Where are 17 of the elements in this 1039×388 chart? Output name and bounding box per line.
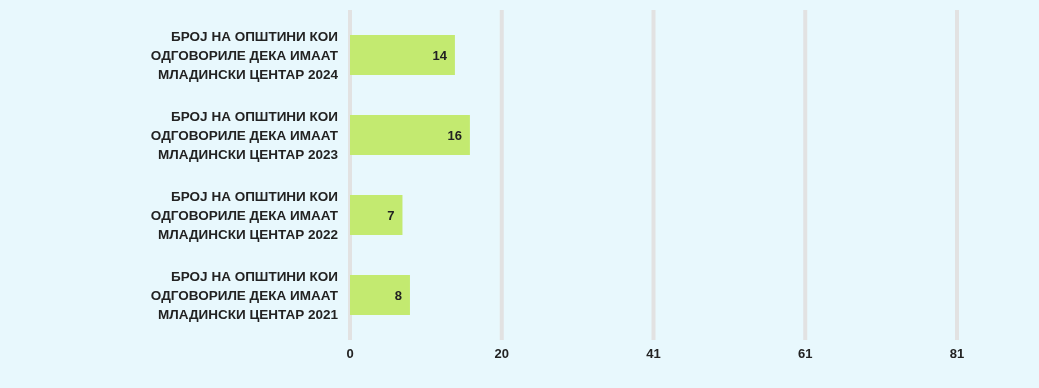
data-label: 14: [432, 47, 448, 63]
y-tick-label: БРОЈ НА ОПШТИНИ КОИ ОДГОВОРИЛЕ ДЕКА ИМААТ МЛАДИНСКИ ЦЕНТАР 2022: [150, 188, 339, 242]
x-tick-label: 41: [646, 346, 661, 361]
x-tick-label: 61: [798, 346, 813, 361]
data-label: 7: [387, 207, 395, 223]
bar: [350, 195, 403, 235]
bar: [350, 275, 410, 315]
data-label: 8: [394, 287, 402, 303]
y-tick-label: БРОЈ НА ОПШТИНИ КОИ ОДГОВОРИЛЕ ДЕКА ИМААТ МЛАДИНСКИ ЦЕНТАР 2023: [150, 108, 339, 162]
x-tick-label: 81: [949, 346, 965, 361]
y-tick-label: БРОЈ НА ОПШТИНИ КОИ ОДГОВОРИЛЕ ДЕКА ИМААТ МЛАДИНСКИ ЦЕНТАР 2021: [150, 268, 339, 322]
bar: [350, 115, 470, 155]
data-label: 16: [447, 127, 462, 143]
x-tick-label: 20: [494, 346, 509, 361]
x-tick-label: 0: [346, 346, 354, 361]
y-tick-label: БРОЈ НА ОПШТИНИ КОИ ОДГОВОРИЛЕ ДЕКА ИМААТ МЛАДИНСКИ ЦЕНТАР 2024: [150, 28, 339, 82]
bar: [350, 35, 455, 75]
